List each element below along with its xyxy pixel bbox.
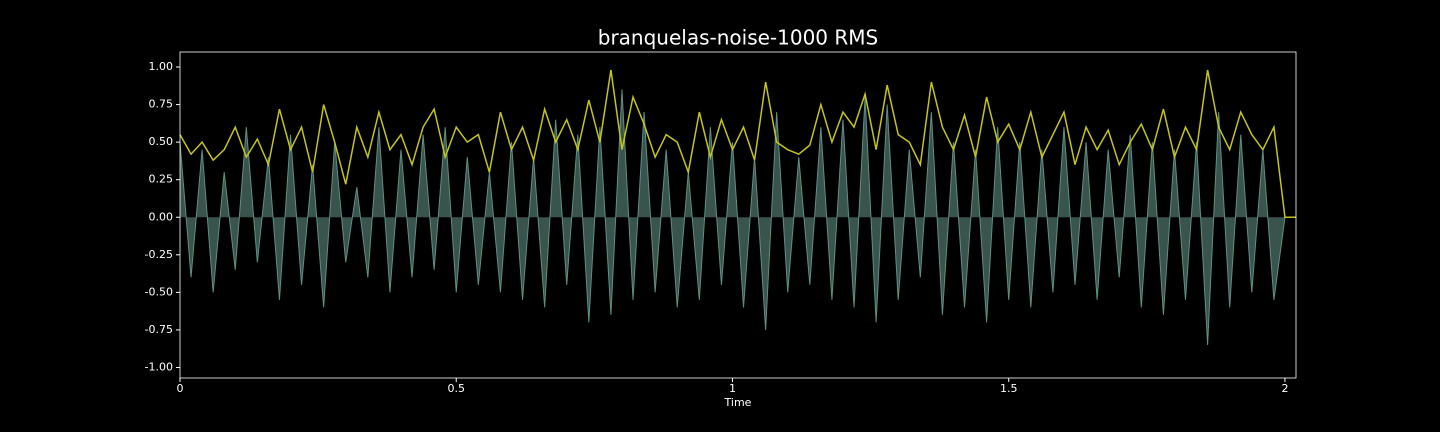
series-line bbox=[179, 69, 1296, 218]
y-tick-label: 0.00 bbox=[149, 210, 174, 223]
y-tick-label: -0.50 bbox=[145, 285, 173, 298]
chart-title: branquelas-noise-1000 RMS bbox=[598, 26, 879, 50]
x-tick-label: 0 bbox=[177, 382, 184, 395]
waveform-fill bbox=[180, 89, 1285, 345]
series-line bbox=[179, 89, 1286, 345]
y-tick-label: -0.75 bbox=[145, 323, 173, 336]
plot-frame bbox=[179, 51, 1297, 379]
x-axis-label: Time bbox=[724, 396, 752, 409]
y-tick-label: 0.50 bbox=[149, 135, 174, 148]
y-tick-label: 0.25 bbox=[149, 173, 174, 186]
y-tick-label: -0.25 bbox=[145, 248, 173, 261]
x-tick-label: 0.5 bbox=[447, 382, 465, 395]
y-tick-label: 1.00 bbox=[149, 60, 174, 73]
y-tick-label: 0.75 bbox=[149, 98, 174, 111]
y-tick-label: -1.00 bbox=[145, 360, 173, 373]
x-tick-label: 1 bbox=[729, 382, 736, 395]
x-tick-label: 1.5 bbox=[1000, 382, 1018, 395]
x-tick-label: 2 bbox=[1281, 382, 1288, 395]
